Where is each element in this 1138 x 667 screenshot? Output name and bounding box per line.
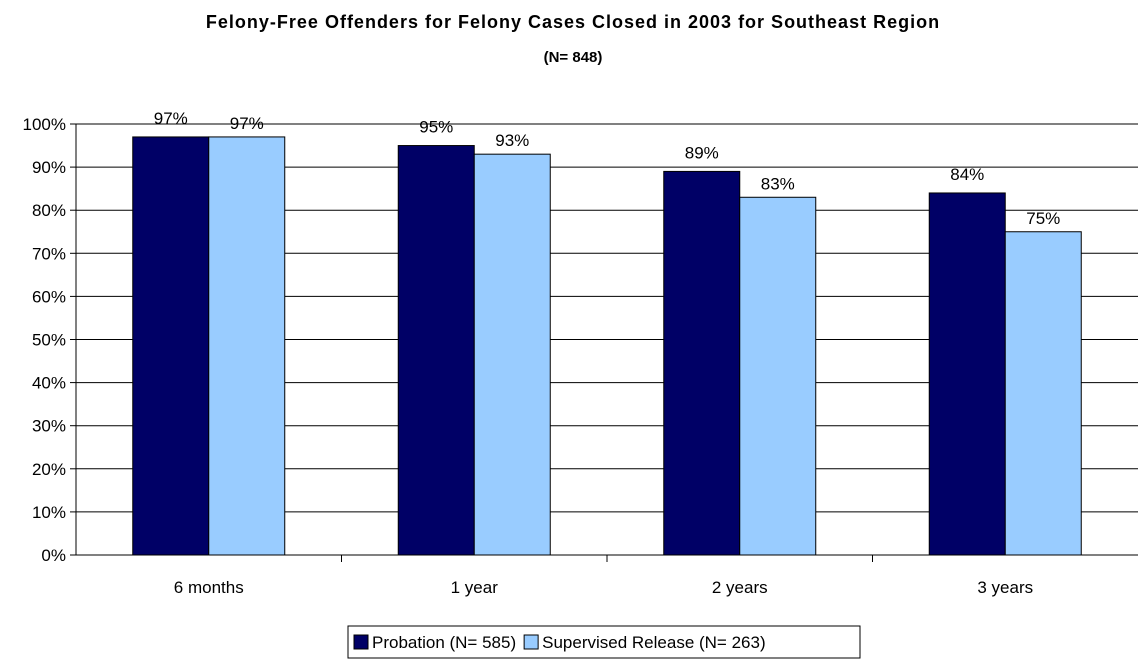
data-label: 97%	[154, 109, 188, 128]
legend: Probation (N= 585) Supervised Release (N=…	[347, 625, 861, 659]
y-tick-label: 40%	[32, 374, 66, 393]
y-tick-label: 80%	[32, 201, 66, 220]
data-label: 97%	[230, 114, 264, 133]
bar	[208, 136, 286, 556]
data-label: 84%	[950, 165, 984, 184]
x-tick-label: 1 year	[451, 578, 499, 597]
axes: 0% 10% 20% 30% 40% 50% 60% 70% 80% 90% 100% 6 month…	[23, 115, 1138, 597]
y-tick-label: 90%	[32, 158, 66, 177]
y-tick-label: 60%	[32, 287, 66, 306]
x-tick-label: 6 months	[174, 578, 244, 597]
y-tick-label: 50%	[32, 331, 66, 350]
bars	[132, 136, 1082, 556]
data-label: 89%	[685, 143, 719, 162]
legend-label: Supervised Release (N= 263)	[542, 633, 765, 652]
legend-box	[347, 625, 861, 659]
data-label: 93%	[495, 131, 529, 150]
y-tick-label: 20%	[32, 460, 66, 479]
chart-subtitle: (N= 848)	[544, 49, 603, 66]
y-tick-label: 30%	[32, 417, 66, 436]
bar	[663, 170, 741, 556]
data-label: 95%	[419, 118, 453, 137]
bar	[739, 196, 817, 556]
x-tick-label: 3 years	[977, 578, 1033, 597]
y-tick-label: 0%	[41, 546, 66, 565]
data-label: 83%	[761, 174, 795, 193]
y-tick-label: 70%	[32, 244, 66, 263]
chart-title: Felony-Free Offenders for Felony Cases C…	[206, 12, 940, 32]
x-tick-label: 2 years	[712, 578, 768, 597]
legend-swatch	[353, 634, 369, 650]
bar	[1004, 231, 1082, 556]
data-label: 75%	[1026, 209, 1060, 228]
y-tick-label: 100%	[23, 115, 66, 134]
bar	[397, 145, 475, 556]
bar	[473, 153, 551, 556]
bar	[132, 136, 210, 556]
legend-label: Probation (N= 585)	[372, 633, 516, 652]
legend-swatch	[523, 634, 539, 650]
bar	[928, 192, 1006, 556]
data-labels: 97% 95% 89% 84% 97% 93% 83% 75%	[154, 109, 1061, 228]
y-tick-label: 10%	[32, 503, 66, 522]
